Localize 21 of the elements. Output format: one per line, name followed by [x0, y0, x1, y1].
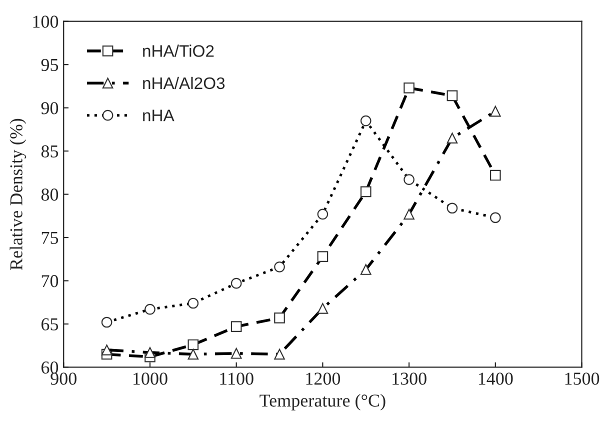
y-tick-label: 80: [41, 188, 58, 201]
y-tick-label: 75: [42, 232, 58, 244]
y-axis-title: Relative Density (%): [10, 118, 26, 270]
y-tick-label: 60: [41, 361, 58, 374]
y-tick-label: 70: [42, 275, 58, 288]
legend-label: nHA/TiO2: [143, 44, 214, 57]
legend-label: nHA/Al2O3: [143, 76, 225, 90]
x-tick-label: 1400: [478, 372, 513, 385]
legend-label: nHA: [143, 110, 174, 122]
y-tick-label: 65: [41, 318, 58, 330]
x-tick-label: 900: [50, 372, 76, 385]
x-axis-title: Temperature (°C): [260, 394, 386, 410]
x-tick-label: 1100: [220, 372, 254, 385]
y-tick-label: 90: [41, 102, 58, 114]
y-tick-label: 85: [41, 145, 58, 158]
y-tick-label: 95: [41, 58, 58, 72]
x-tick-label: 1200: [306, 372, 340, 385]
y-tick-label: 100: [33, 16, 58, 28]
x-tick-label: 1500: [565, 372, 600, 385]
x-tick-label: 1300: [392, 372, 426, 385]
x-tick-label: 1000: [134, 372, 168, 385]
